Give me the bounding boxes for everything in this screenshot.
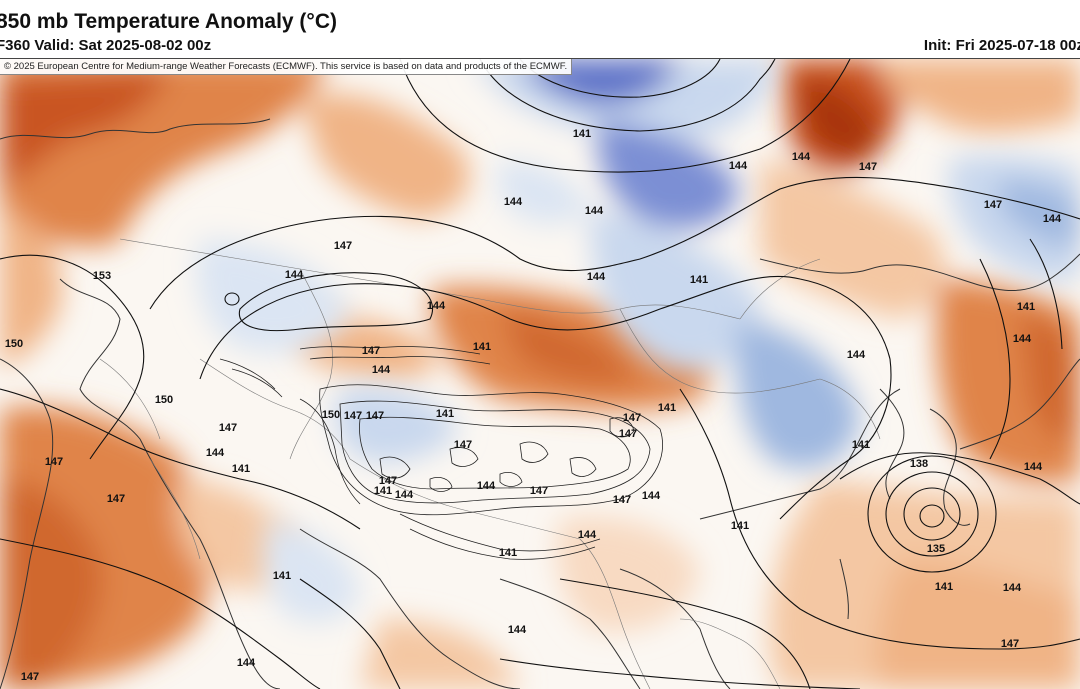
contour-label: 144 [792, 151, 811, 163]
map-title: 850 mb Temperature Anomaly (°C) [0, 10, 337, 33]
contour-label: 141 [499, 547, 517, 559]
valid-time: F360 Valid: Sat 2025-08-02 00z [0, 37, 212, 54]
contour-label: 147 [454, 439, 472, 451]
contour-label: 141 [436, 408, 454, 420]
contour-label: 144 [585, 205, 604, 217]
contour-label: 147 [362, 345, 380, 357]
contour-label: 147 [379, 475, 397, 487]
contour-label: 135 [927, 543, 945, 555]
contour-label: 144 [372, 364, 391, 376]
contour-label: 144 [477, 480, 496, 492]
contour-label: 141 [573, 128, 591, 140]
contour-label: 144 [1043, 213, 1062, 225]
contour-label: 147 [45, 456, 63, 468]
contour-label: 147 [1001, 638, 1019, 650]
low-pressure-rings [224, 292, 997, 573]
contour-label: 144 [642, 490, 661, 502]
contour-label: 141 [374, 485, 392, 497]
contour-label: 147 [334, 240, 352, 252]
contour-label: 141 [232, 463, 250, 475]
map-canvas: 141 144 144 144 147 144 147 153 144 150 … [0, 59, 1080, 689]
contour-label: 147 [619, 428, 637, 440]
anomaly-shading [0, 59, 1080, 689]
contour-label: 144 [578, 529, 597, 541]
contour-label: 144 [1024, 461, 1043, 473]
contour-label: 144 [504, 196, 523, 208]
contour-label: 150 [5, 338, 23, 350]
contour-label: 141 [690, 274, 708, 286]
contour-label: 147 [530, 485, 548, 497]
map-header: 850 mb Temperature Anomaly (°C) F360 Val… [0, 0, 1080, 58]
warm-anomaly-areas [0, 59, 1080, 689]
plateau-contours [219, 346, 663, 560]
coastlines [0, 118, 1080, 689]
contour-label: 141 [935, 581, 953, 593]
contour-label: 141 [473, 341, 491, 353]
contour-label: 147 [107, 493, 125, 505]
contour-label: 144 [285, 269, 304, 281]
contour-label: 144 [1013, 333, 1032, 345]
init-time: Init: Fri 2025-07-18 00z [923, 37, 1080, 54]
contour-label: 144 [206, 447, 225, 459]
contour-label: 141 [731, 520, 749, 532]
contour-label: 147 [21, 671, 39, 683]
contour-label: 144 [427, 300, 446, 312]
contour-label: 144 [237, 657, 256, 669]
contour-label: 138 [910, 458, 928, 470]
cool-anomaly-areas [196, 59, 1080, 623]
contour-label: 150 [155, 394, 173, 406]
contour-label: 144 [1003, 582, 1022, 594]
contour-label: 147 [984, 199, 1002, 211]
contour-label: 147 [366, 410, 384, 422]
contour-label: 150 [322, 409, 340, 421]
contour-label: 144 [395, 489, 414, 501]
height-contours [0, 59, 1080, 689]
temperature-anomaly-map: © 2025 European Centre for Medium-range … [0, 58, 1080, 689]
ecmwf-credit: © 2025 European Centre for Medium-range … [0, 59, 573, 75]
contour-label: 147 [859, 161, 877, 173]
contour-label: 144 [847, 349, 866, 361]
contour-label: 144 [508, 624, 527, 636]
contour-label: 144 [729, 160, 748, 172]
contour-label: 141 [273, 570, 291, 582]
country-borders [99, 238, 881, 689]
contour-label: 147 [613, 494, 631, 506]
contour-label: 141 [1017, 301, 1035, 313]
contour-label: 147 [219, 422, 237, 434]
contour-label: 141 [658, 402, 676, 414]
contour-label: 153 [93, 270, 111, 282]
contour-labels: 141 144 144 144 147 144 147 153 144 150 … [5, 128, 1062, 683]
contour-label: 147 [623, 412, 641, 424]
contour-label: 144 [587, 271, 606, 283]
contour-label: 141 [852, 439, 870, 451]
contour-label: 147 [344, 410, 362, 422]
